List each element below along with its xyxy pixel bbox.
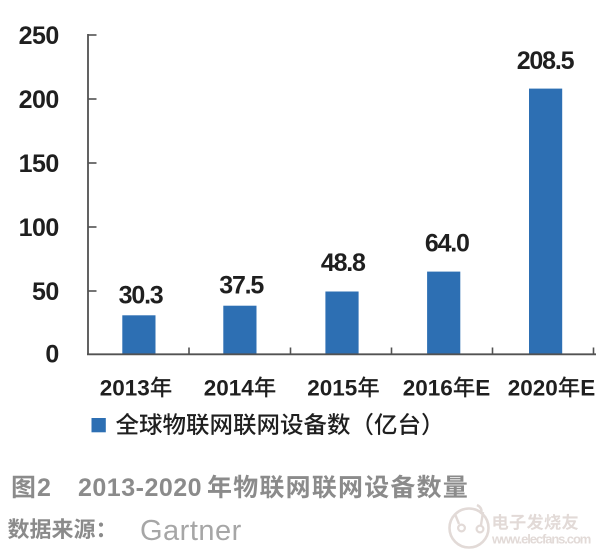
svg-text:2: 2: [37, 474, 51, 502]
svg-text:2020: 2020: [508, 376, 558, 401]
svg-text:www.elecfans.com: www.elecfans.com: [491, 532, 591, 547]
svg-text:2013-2020: 2013-2020: [78, 474, 202, 502]
svg-text:2016: 2016: [403, 376, 453, 401]
svg-text:2014: 2014: [204, 376, 255, 401]
svg-text:2013: 2013: [100, 376, 150, 401]
svg-text:64.0: 64.0: [425, 230, 469, 258]
svg-text:50: 50: [32, 278, 59, 306]
svg-text:48.8: 48.8: [321, 249, 366, 277]
svg-text:30.3: 30.3: [119, 282, 163, 310]
svg-text:0: 0: [45, 341, 58, 369]
svg-text:150: 150: [19, 150, 59, 178]
svg-text:E: E: [580, 376, 595, 401]
svg-text:2015: 2015: [307, 376, 357, 401]
svg-text:250: 250: [19, 22, 59, 50]
svg-text:Gartner: Gartner: [140, 515, 242, 547]
svg-text:200: 200: [19, 86, 59, 114]
svg-text:E: E: [475, 376, 490, 401]
svg-text:37.5: 37.5: [219, 272, 264, 300]
svg-text:208.5: 208.5: [517, 47, 575, 75]
svg-text:100: 100: [19, 214, 59, 242]
